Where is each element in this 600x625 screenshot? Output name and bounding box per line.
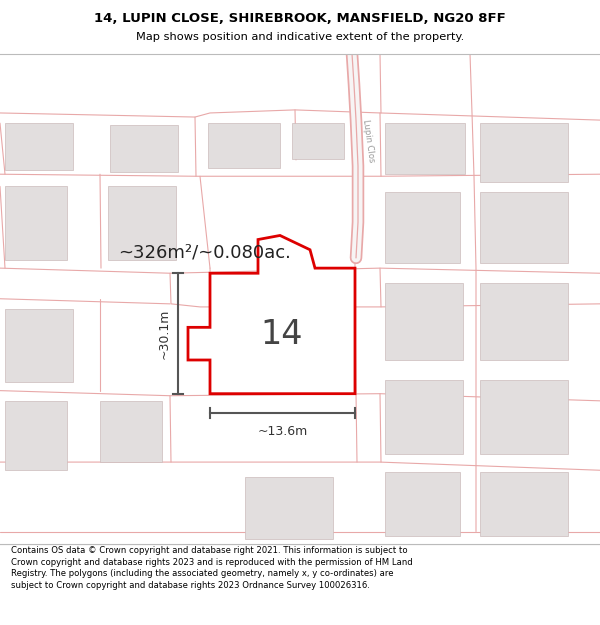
- Bar: [208, 123, 280, 168]
- Bar: [5, 186, 67, 260]
- Bar: [245, 478, 333, 539]
- Text: ~30.1m: ~30.1m: [157, 308, 170, 359]
- Text: 14: 14: [261, 318, 303, 351]
- Bar: [480, 381, 568, 454]
- Bar: [5, 309, 73, 382]
- Bar: [480, 472, 568, 536]
- Polygon shape: [188, 236, 355, 394]
- Bar: [110, 125, 178, 172]
- Bar: [5, 123, 73, 170]
- Text: Lupin Clos: Lupin Clos: [361, 118, 376, 162]
- Bar: [385, 123, 465, 174]
- Text: ~326m²/~0.080ac.: ~326m²/~0.080ac.: [118, 244, 291, 262]
- Text: Map shows position and indicative extent of the property.: Map shows position and indicative extent…: [136, 32, 464, 42]
- Bar: [480, 284, 568, 360]
- Bar: [108, 186, 176, 260]
- Text: Contains OS data © Crown copyright and database right 2021. This information is : Contains OS data © Crown copyright and d…: [11, 546, 413, 589]
- Bar: [385, 284, 463, 360]
- Bar: [480, 191, 568, 263]
- Bar: [268, 294, 323, 350]
- Bar: [385, 472, 460, 536]
- Text: 14, LUPIN CLOSE, SHIREBROOK, MANSFIELD, NG20 8FF: 14, LUPIN CLOSE, SHIREBROOK, MANSFIELD, …: [94, 12, 506, 25]
- Bar: [5, 401, 67, 470]
- Bar: [385, 381, 463, 454]
- Text: ~13.6m: ~13.6m: [257, 425, 308, 438]
- Bar: [292, 123, 344, 159]
- Bar: [480, 123, 568, 182]
- Bar: [385, 191, 460, 263]
- Bar: [100, 401, 162, 462]
